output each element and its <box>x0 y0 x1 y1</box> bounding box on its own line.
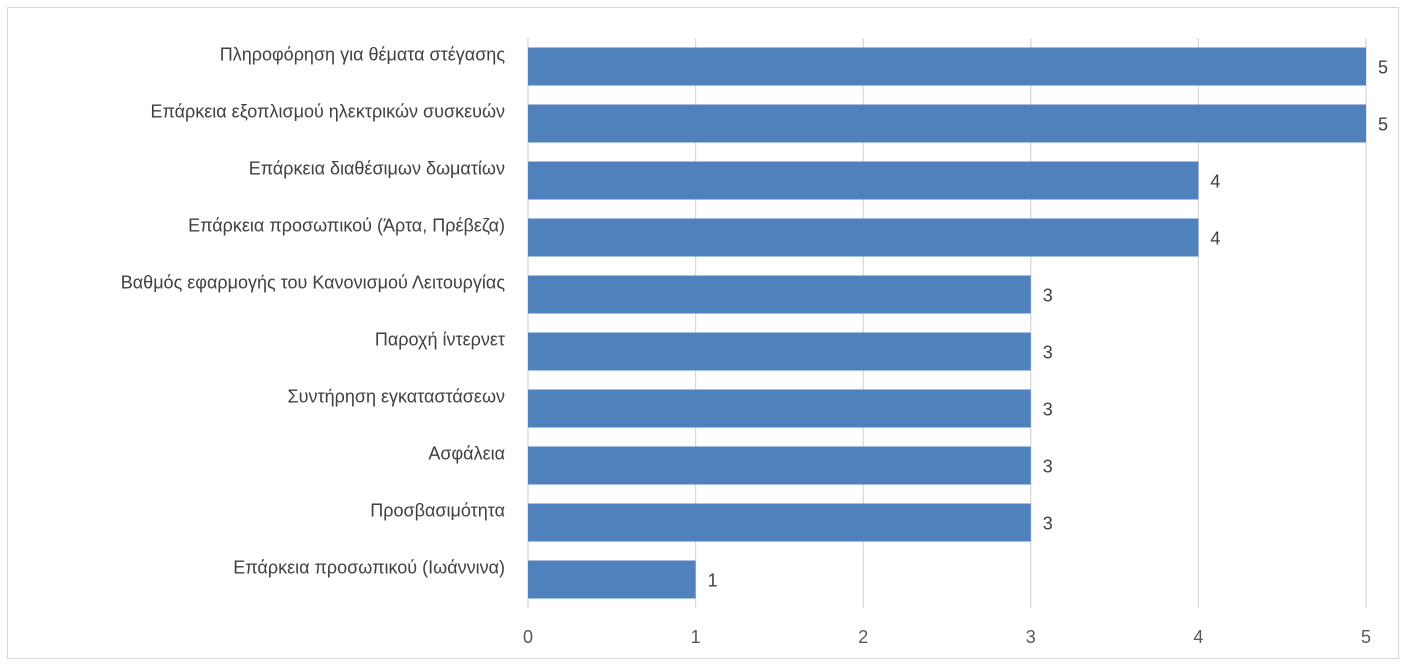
bar <box>528 162 1198 200</box>
bar <box>528 105 1366 143</box>
data-label: 3 <box>1043 286 1053 306</box>
x-tick-label: 4 <box>1193 627 1203 647</box>
data-label: 3 <box>1043 400 1053 420</box>
x-tick-label: 3 <box>1026 627 1036 647</box>
data-label: 5 <box>1378 115 1388 135</box>
category-label: Ασφάλεια <box>428 444 505 464</box>
category-label: Συντήρηση εγκαταστάσεων <box>288 387 506 407</box>
bar <box>528 504 1031 542</box>
data-label: 5 <box>1378 58 1388 78</box>
bar <box>528 447 1031 485</box>
data-label: 3 <box>1043 457 1053 477</box>
bar <box>528 333 1031 371</box>
data-label: 4 <box>1210 229 1220 249</box>
bars <box>528 48 1366 599</box>
category-label: Βαθμός εφαρμογής του Κανονισμού Λειτουργ… <box>121 273 506 293</box>
x-tick-label: 5 <box>1361 627 1371 647</box>
category-labels: Πληροφόρηση για θέματα στέγασης Επάρκεια … <box>121 45 506 578</box>
x-tick-labels: 0 1 2 3 4 5 <box>523 627 1371 647</box>
category-label: Επάρκεια διαθέσιμων δωματίων <box>249 159 505 179</box>
category-label: Παροχή ίντερνετ <box>375 330 505 350</box>
category-label: Επάρκεια προσωπικού (Άρτα, Πρέβεζα) <box>188 216 505 236</box>
bar <box>528 48 1366 86</box>
bar <box>528 219 1198 257</box>
category-label: Επάρκεια εξοπλισμού ηλεκτρικών συσκευών <box>150 102 505 122</box>
category-label: Επάρκεια προσωπικού (Ιωάννινα) <box>233 558 505 578</box>
bar <box>528 561 696 599</box>
data-label: 3 <box>1043 343 1053 363</box>
bar <box>528 276 1031 314</box>
x-tick-label: 2 <box>858 627 868 647</box>
bar <box>528 390 1031 428</box>
data-label: 4 <box>1210 172 1220 192</box>
data-label: 3 <box>1043 514 1053 534</box>
category-label: Πληροφόρηση για θέματα στέγασης <box>220 45 506 65</box>
x-tick-label: 1 <box>691 627 701 647</box>
data-label: 1 <box>708 571 718 591</box>
x-tick-label: 0 <box>523 627 533 647</box>
category-label: Προσβασιμότητα <box>370 501 505 521</box>
